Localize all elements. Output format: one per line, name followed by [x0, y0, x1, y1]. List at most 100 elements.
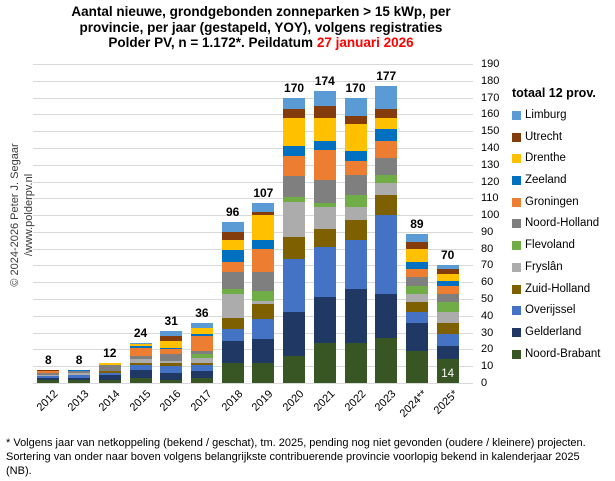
y-tick-label: 50 [481, 293, 494, 306]
bar-segment [375, 118, 398, 129]
bar-segment [344, 98, 367, 116]
bar-segment [283, 118, 306, 146]
x-axis-label: 2019 [250, 388, 276, 414]
legend-label: Noord-Brabant [525, 347, 601, 360]
bar-segment [252, 215, 275, 240]
y-tick-label: 100 [481, 209, 500, 222]
bar-segment [68, 373, 91, 375]
bar-segment [405, 302, 428, 312]
legend-item: Zeeland [512, 173, 614, 195]
bar-segment [37, 375, 60, 376]
y-tick-label: 180 [481, 74, 500, 87]
y-tick-label: 160 [481, 108, 500, 121]
legend-item: Noord-Brabant [512, 347, 614, 369]
x-axis-label: 2016 [157, 388, 184, 414]
bar-segment [436, 302, 459, 312]
bar-segment [283, 312, 306, 356]
bar-segment [98, 380, 121, 383]
bar-segment [98, 373, 121, 375]
bar-segment [436, 346, 459, 359]
y-tick-label: 130 [481, 158, 500, 171]
gridline [33, 182, 473, 183]
y-tick-label: 120 [481, 175, 500, 188]
bar-segment [375, 86, 398, 109]
bar-segment [160, 363, 183, 366]
bar-total-label: 8 [75, 353, 83, 367]
x-axis-label: 2025* [431, 388, 461, 417]
bar-segment [252, 319, 275, 339]
bar-segment [344, 343, 367, 383]
title-line-2: provincie, per jaar (gestapeld, YOY), vo… [79, 19, 443, 35]
legend-label: Zuid-Holland [525, 282, 591, 295]
bar-segment [221, 329, 244, 341]
bar-segment [98, 363, 121, 365]
footnote: * Volgens jaar van netkoppeling (bekend … [6, 437, 586, 477]
bar-segment [129, 344, 152, 346]
bar-segment [252, 240, 275, 249]
bar-segment [375, 338, 398, 383]
bar-segment [252, 363, 275, 383]
bar-segment [283, 156, 306, 176]
legend-item: Groningen [512, 195, 614, 217]
legend-item: Fryslân [512, 260, 614, 282]
bar-segment [129, 348, 152, 356]
x-axis-label: 2017 [188, 388, 215, 414]
bar-segment [221, 272, 244, 289]
bar-segment [283, 98, 306, 109]
bar-segment [68, 380, 91, 383]
bar-total-label: 107 [253, 186, 274, 200]
bar-segment [283, 109, 306, 118]
bar-total-label: 70 [440, 248, 455, 262]
bar-segment [160, 361, 183, 363]
bar-segment [405, 286, 428, 294]
bar-segment [436, 274, 459, 281]
legend-label: Groningen [525, 195, 579, 208]
bar-segment [405, 249, 428, 262]
bar-segment [283, 146, 306, 156]
bar-segment [252, 212, 275, 215]
bar-segment [436, 269, 459, 274]
bar-segment [405, 262, 428, 269]
bar-segment [375, 141, 398, 158]
bar-segment [37, 380, 60, 383]
bar-segment [190, 378, 213, 383]
bar-segment [313, 180, 336, 203]
bar-segment [160, 373, 183, 380]
legend-item: Noord-Holland [512, 216, 614, 238]
bar-segment [190, 363, 213, 365]
bar-segment [221, 318, 244, 329]
bar-segment [221, 289, 244, 294]
bar-segment [283, 197, 306, 202]
bar-segment [37, 371, 60, 373]
y-tick-label: 190 [481, 58, 500, 70]
bar-segment [160, 354, 183, 361]
x-axis-label: 2014 [96, 388, 123, 414]
gridline [33, 114, 473, 115]
bar-total-label: 24 [133, 326, 148, 340]
bar-segment [405, 269, 428, 277]
bar-segment [221, 294, 244, 318]
legend-items: Limburg Utrecht Drenthe Zeeland Groningen Noo… [512, 108, 614, 368]
y-tick-label: 40 [481, 309, 494, 322]
bar-segment [190, 351, 213, 354]
bar-segment [252, 291, 275, 301]
title-line-3: Polder PV, n = 1.172*. Peildatum 27 janu… [12, 35, 510, 51]
bar-segment [129, 363, 152, 365]
title-line-1: Aantal nieuwe, grondgebonden zonneparken… [71, 4, 451, 19]
bar-segment [129, 346, 152, 348]
legend-label: Utrecht [525, 130, 563, 143]
bar-segment [375, 294, 398, 338]
bar-segment [405, 294, 428, 302]
bar-segment [98, 365, 121, 371]
bar-segment [190, 371, 213, 378]
bar-segment [252, 301, 275, 304]
bar-segment [129, 343, 152, 344]
bar-segment [313, 141, 336, 150]
y-tick-label: 80 [481, 242, 494, 255]
bar-segment [375, 129, 398, 141]
bar-segment [68, 378, 91, 380]
bar-segment [252, 203, 275, 212]
bar-total-label: 170 [345, 81, 366, 95]
bar-segment [313, 91, 336, 106]
y-tick-label: 10 [481, 360, 494, 373]
